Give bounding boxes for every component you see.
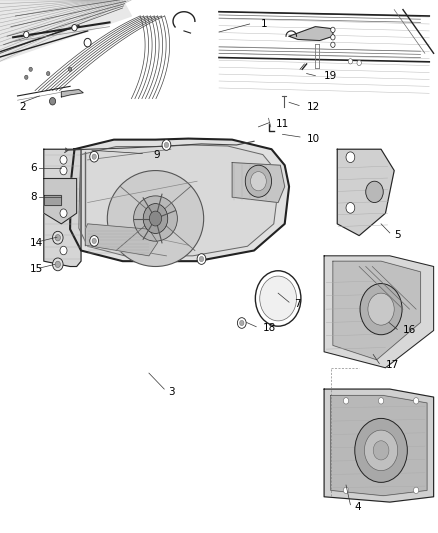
Text: 5: 5 bbox=[394, 230, 401, 239]
Circle shape bbox=[60, 156, 67, 164]
Circle shape bbox=[68, 67, 72, 71]
Circle shape bbox=[46, 71, 50, 76]
Polygon shape bbox=[333, 261, 420, 360]
Text: 10: 10 bbox=[307, 134, 320, 143]
Text: 2: 2 bbox=[20, 102, 26, 111]
Circle shape bbox=[92, 154, 96, 159]
Circle shape bbox=[25, 75, 28, 79]
Circle shape bbox=[255, 271, 301, 326]
Ellipse shape bbox=[134, 196, 177, 241]
Polygon shape bbox=[232, 163, 285, 203]
Circle shape bbox=[29, 67, 32, 71]
Polygon shape bbox=[324, 389, 434, 502]
Circle shape bbox=[199, 256, 204, 262]
Circle shape bbox=[357, 60, 361, 66]
Circle shape bbox=[364, 430, 398, 471]
Circle shape bbox=[373, 441, 389, 460]
Circle shape bbox=[331, 27, 335, 33]
Ellipse shape bbox=[107, 171, 204, 266]
Circle shape bbox=[331, 42, 335, 47]
Polygon shape bbox=[324, 256, 434, 368]
Circle shape bbox=[60, 166, 67, 175]
Text: 14: 14 bbox=[30, 238, 43, 247]
Circle shape bbox=[355, 418, 407, 482]
Circle shape bbox=[413, 398, 419, 404]
Text: 11: 11 bbox=[276, 119, 289, 128]
Circle shape bbox=[346, 203, 355, 213]
Circle shape bbox=[162, 140, 171, 150]
Text: 6: 6 bbox=[30, 163, 36, 173]
Circle shape bbox=[60, 246, 67, 255]
Circle shape bbox=[251, 172, 266, 191]
Text: 12: 12 bbox=[307, 102, 320, 111]
Circle shape bbox=[197, 254, 206, 264]
Text: 19: 19 bbox=[324, 71, 337, 80]
Circle shape bbox=[84, 38, 91, 47]
Circle shape bbox=[60, 209, 67, 217]
Polygon shape bbox=[70, 139, 289, 261]
Circle shape bbox=[343, 398, 349, 404]
Text: 9: 9 bbox=[153, 150, 160, 159]
Circle shape bbox=[260, 276, 297, 321]
Polygon shape bbox=[44, 179, 77, 224]
Circle shape bbox=[346, 152, 355, 163]
Circle shape bbox=[53, 258, 63, 271]
Circle shape bbox=[378, 398, 384, 404]
Circle shape bbox=[55, 235, 60, 241]
Polygon shape bbox=[44, 149, 81, 266]
Circle shape bbox=[164, 142, 169, 148]
Circle shape bbox=[90, 151, 99, 162]
Polygon shape bbox=[79, 145, 278, 256]
Circle shape bbox=[368, 293, 394, 325]
Polygon shape bbox=[331, 395, 427, 496]
Circle shape bbox=[360, 284, 402, 335]
Circle shape bbox=[53, 231, 63, 244]
Circle shape bbox=[55, 261, 60, 268]
Polygon shape bbox=[289, 27, 333, 41]
Text: 16: 16 bbox=[403, 326, 416, 335]
Polygon shape bbox=[61, 90, 83, 97]
Text: 1: 1 bbox=[261, 19, 267, 29]
Circle shape bbox=[149, 211, 162, 226]
Polygon shape bbox=[0, 0, 131, 61]
Text: 18: 18 bbox=[263, 323, 276, 333]
Circle shape bbox=[90, 236, 99, 246]
Polygon shape bbox=[85, 224, 158, 256]
Circle shape bbox=[413, 487, 419, 494]
Polygon shape bbox=[44, 195, 61, 205]
Circle shape bbox=[237, 318, 246, 328]
Text: 3: 3 bbox=[169, 387, 175, 397]
Text: 4: 4 bbox=[355, 503, 361, 512]
Circle shape bbox=[348, 59, 353, 64]
Text: 15: 15 bbox=[30, 264, 43, 274]
Circle shape bbox=[331, 35, 335, 40]
Text: 7: 7 bbox=[294, 299, 301, 309]
Text: 8: 8 bbox=[30, 192, 36, 202]
Polygon shape bbox=[337, 149, 394, 236]
Circle shape bbox=[49, 98, 56, 105]
Circle shape bbox=[343, 487, 349, 494]
Circle shape bbox=[143, 204, 168, 233]
Circle shape bbox=[245, 165, 272, 197]
Circle shape bbox=[24, 31, 29, 38]
Circle shape bbox=[92, 238, 96, 244]
Text: 17: 17 bbox=[385, 360, 399, 370]
Circle shape bbox=[72, 25, 77, 31]
Circle shape bbox=[240, 320, 244, 326]
Circle shape bbox=[366, 181, 383, 203]
